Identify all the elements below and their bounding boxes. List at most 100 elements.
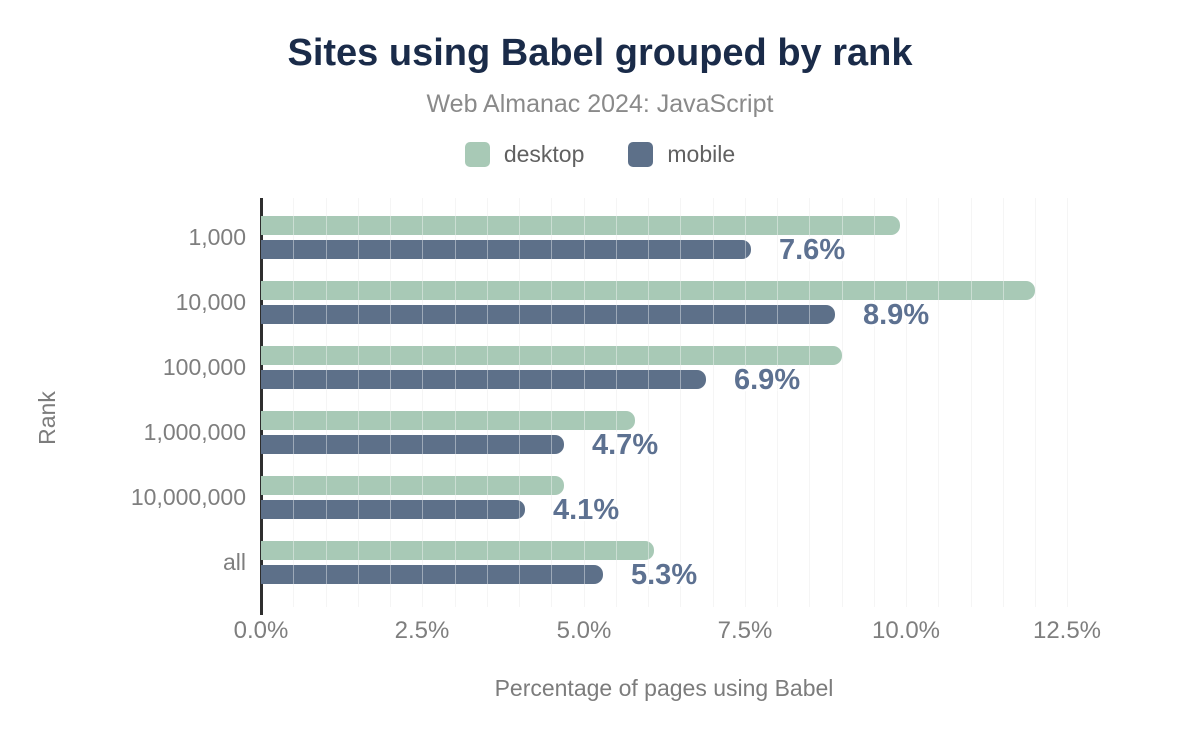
gridline xyxy=(874,198,875,607)
gridline xyxy=(584,198,585,607)
gridline xyxy=(519,198,520,607)
chart-row: 1,000 7.6% xyxy=(0,205,1200,270)
gridline xyxy=(551,198,552,607)
gridline xyxy=(358,198,359,607)
gridline xyxy=(971,198,972,607)
gridline xyxy=(777,198,778,607)
gridline xyxy=(648,198,649,607)
y-axis-label: all xyxy=(222,549,246,575)
mobile-bar xyxy=(261,435,565,454)
value-label: 5.3% xyxy=(631,559,698,591)
gridline xyxy=(326,198,327,607)
gridline xyxy=(906,198,907,607)
gridline xyxy=(487,198,488,607)
x-tick-label: 5.0% xyxy=(556,617,612,644)
value-label: 6.9% xyxy=(734,364,801,396)
y-axis-label: 10,000 xyxy=(175,289,246,315)
desktop-bar xyxy=(261,346,842,365)
gridline xyxy=(777,198,778,607)
gridline xyxy=(1067,198,1068,607)
gridline xyxy=(1003,198,1004,607)
mobile-legend-swatch xyxy=(628,142,654,167)
chart-subtitle: Web Almanac 2024: JavaScript xyxy=(426,90,774,118)
x-axis: 0.0% 2.5% 5.0% 7.5% 10.0% 12.5% xyxy=(0,617,1200,645)
x-axis-title: Percentage of pages using Babel xyxy=(494,675,834,701)
gridline xyxy=(487,198,488,607)
gridline xyxy=(648,198,649,607)
x-tick-label: 10.0% xyxy=(871,617,941,644)
chart-row: 100,000 6.9% xyxy=(0,335,1200,400)
y-axis-title: Rank xyxy=(34,391,60,445)
value-label: 4.7% xyxy=(592,429,659,461)
x-tick-label: 0.0% xyxy=(233,617,289,644)
gridline xyxy=(809,198,810,607)
legend: desktop mobile xyxy=(0,141,1200,168)
gridline xyxy=(745,198,746,607)
legend-item-mobile: mobile xyxy=(628,141,735,168)
value-label: 8.9% xyxy=(863,299,930,331)
gridline xyxy=(616,198,617,607)
gridline xyxy=(551,198,552,607)
gridline xyxy=(293,198,294,607)
y-axis-label: 100,000 xyxy=(162,354,246,380)
gridline xyxy=(1067,198,1068,607)
chart-row: all 5.3% xyxy=(0,530,1200,595)
mobile-bar xyxy=(261,240,752,259)
gridline xyxy=(616,198,617,607)
gridline xyxy=(293,198,294,607)
gridline xyxy=(971,198,972,607)
mobile-bar xyxy=(261,500,526,519)
chart-row: 10,000,000 4.1% xyxy=(0,465,1200,530)
gridline xyxy=(938,198,939,607)
gridline xyxy=(713,198,714,607)
chart-row: 1,000,000 4.7% xyxy=(0,400,1200,465)
x-tick-label: 12.5% xyxy=(1032,617,1102,644)
gridline xyxy=(745,198,746,607)
desktop-legend-swatch xyxy=(464,142,490,167)
gridline xyxy=(809,198,810,607)
gridline xyxy=(680,198,681,607)
y-axis-label: 10,000,000 xyxy=(130,484,246,510)
gridline xyxy=(680,198,681,607)
mobile-bar xyxy=(261,305,836,324)
x-tick-label: 7.5% xyxy=(717,617,773,644)
gridline xyxy=(584,198,585,607)
value-label: 4.1% xyxy=(553,494,620,526)
gridline xyxy=(874,198,875,607)
mobile-legend-label: mobile xyxy=(667,141,736,167)
desktop-bar xyxy=(261,476,565,495)
gridline xyxy=(455,198,456,607)
gridline xyxy=(1035,198,1036,607)
gridline xyxy=(938,198,939,607)
x-tick-label: 2.5% xyxy=(394,617,450,644)
chart-title: Sites using Babel grouped by rank xyxy=(287,32,913,74)
desktop-legend-label: desktop xyxy=(503,141,585,167)
gridline xyxy=(422,198,423,607)
gridline xyxy=(358,198,359,607)
y-axis-line xyxy=(260,198,263,615)
desktop-bar xyxy=(261,281,1035,300)
gridline xyxy=(519,198,520,607)
gridline xyxy=(390,198,391,607)
y-axis-label: 1,000 xyxy=(188,224,246,250)
gridline xyxy=(842,198,843,607)
gridline xyxy=(1035,198,1036,607)
chart-row: 10,000 8.9% xyxy=(0,270,1200,335)
value-label: 7.6% xyxy=(779,234,846,266)
mobile-bar xyxy=(261,565,603,584)
plot-area: 1,000 7.6% 10,000 8.9% 100,000 6.9% 1,000,000 4… xyxy=(0,198,1200,615)
legend-item-desktop: desktop xyxy=(464,141,585,168)
gridline xyxy=(713,198,714,607)
gridline xyxy=(1003,198,1004,607)
gridline xyxy=(906,198,907,607)
gridline xyxy=(422,198,423,607)
desktop-bar xyxy=(261,411,636,430)
gridline xyxy=(455,198,456,607)
gridline xyxy=(842,198,843,607)
desktop-bar xyxy=(261,216,900,235)
gridline xyxy=(390,198,391,607)
desktop-bar xyxy=(261,541,655,560)
mobile-bar xyxy=(261,370,707,389)
y-axis-label: 1,000,000 xyxy=(143,419,246,445)
